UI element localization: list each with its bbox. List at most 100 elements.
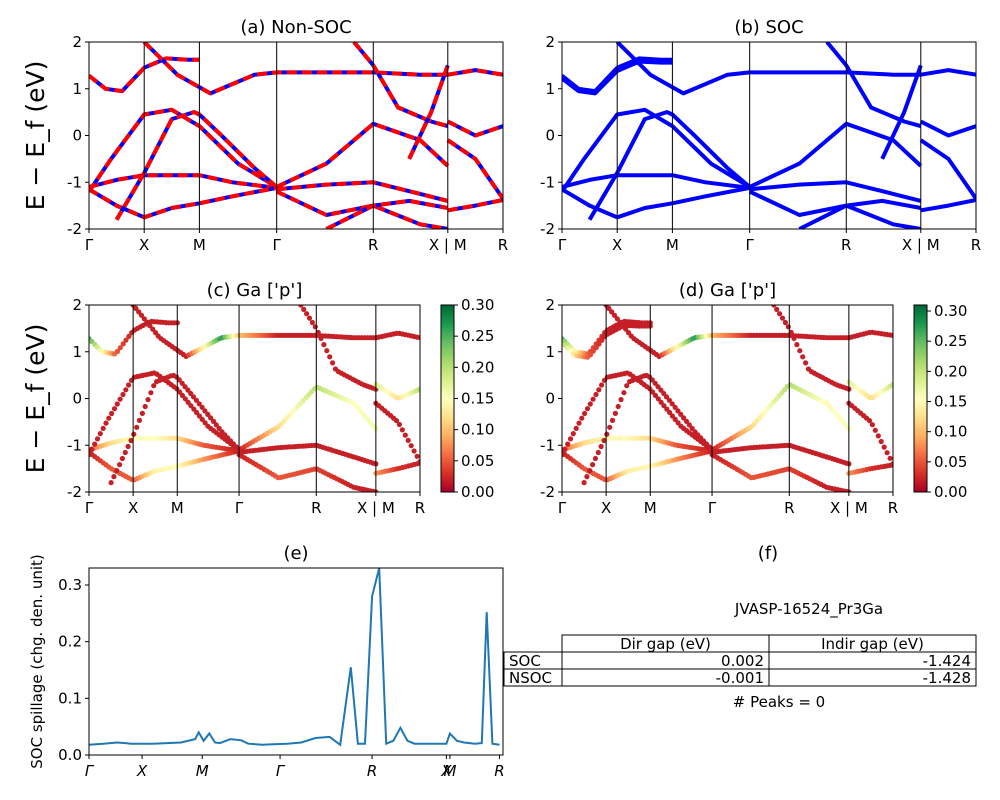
y-tick-label: 2 [545, 33, 555, 51]
projected-point [92, 441, 98, 447]
projected-point [598, 443, 604, 450]
projected-point [327, 354, 333, 360]
projected-point [590, 348, 596, 354]
projected-point [126, 382, 132, 388]
projected-point [176, 377, 182, 383]
projected-point [304, 311, 310, 317]
x-tick-label: M [171, 499, 184, 517]
y-tick-label: 2 [545, 296, 555, 314]
projected-point [145, 397, 151, 403]
projected-point [114, 468, 120, 474]
x-tick-label: X [136, 762, 148, 780]
band-line-5 [142, 42, 448, 96]
projected-point [151, 383, 157, 389]
band-line-nsoc-9 [325, 198, 449, 229]
y-tick-label: 0.1 [58, 689, 82, 707]
projected-point [887, 455, 893, 461]
plot-area [89, 568, 500, 747]
colorbar-tick-label: 0.30 [934, 302, 967, 320]
projected-point [417, 335, 420, 341]
band-line-nsoc-10 [352, 42, 449, 129]
colorbar-tick-label: 0.15 [461, 390, 494, 408]
projected-point [663, 394, 670, 400]
y-tick-label: -2 [540, 220, 555, 238]
panel-b: (b) SOC -2 -1 0 1 2 Γ X M Γ R X | M R [540, 17, 981, 254]
x-tick-label: R [494, 762, 504, 780]
projected-point [301, 306, 307, 312]
projected-point [587, 401, 593, 407]
x-tick-label: Γ [276, 762, 286, 780]
table-column-header: Indir gap (eV) [821, 635, 924, 653]
x-tick-label: X [128, 499, 138, 517]
x-tick-label: M [443, 762, 456, 780]
projected-point [582, 410, 588, 417]
x-tick-label: X | M [429, 236, 467, 254]
projected-point [890, 462, 893, 468]
projected-point [117, 462, 123, 468]
projected-point [581, 480, 587, 486]
projected-point [318, 335, 324, 341]
colorbar-tick-label: 0.00 [461, 483, 494, 501]
projected-point [774, 306, 780, 312]
projected-point [617, 319, 623, 325]
colorbar-tick-label: 0.10 [934, 423, 967, 441]
projected-point [782, 319, 789, 326]
y-tick-label: 0 [545, 390, 555, 408]
x-tick-label: M [666, 236, 679, 254]
x-tick-label: X [601, 499, 611, 517]
band-line-7 [276, 180, 449, 203]
projected-point [655, 384, 661, 390]
band-line-nsoc-14 [447, 198, 503, 213]
colorbar-tick-label: 0.05 [934, 453, 967, 471]
projected-point [890, 332, 893, 338]
projected-point [120, 341, 126, 347]
projected-point [321, 342, 327, 348]
projected-point [869, 422, 876, 428]
table-row-label: NSOC [509, 669, 552, 687]
projected-point [123, 387, 129, 393]
x-tick-label: Γ [558, 499, 567, 517]
projected-point [396, 421, 402, 428]
table-column-header: Dir gap (eV) [620, 635, 711, 653]
colorbar-tick-label: 0.05 [461, 452, 494, 470]
projected-point [678, 411, 684, 417]
band-line-nsoc-13 [446, 138, 503, 200]
plot-area [562, 305, 893, 492]
x-tick-label: Γ [708, 499, 717, 517]
projected-point [148, 390, 154, 396]
projected-point [590, 462, 596, 468]
panel-c: (c) Ga ['p'] -2 -1 0 1 2 Γ X M Γ R X | M R E − E_f (e… [21, 280, 494, 517]
projected-point [652, 392, 659, 398]
colorbar-tick-label: 0.20 [934, 362, 967, 380]
projected-point [199, 404, 205, 410]
projected-point [866, 418, 873, 424]
projected-point [567, 436, 574, 442]
x-tick-label: Γ [85, 499, 94, 517]
y-tick-label: 1 [72, 343, 82, 361]
projected-point [202, 408, 208, 414]
x-tick-label: R [368, 236, 378, 254]
projected-point [570, 431, 576, 437]
projected-point [649, 377, 655, 383]
band-line-10 [798, 198, 922, 229]
projected-point [590, 396, 596, 402]
projected-point [681, 415, 687, 421]
y-tick-label: 2 [72, 296, 82, 314]
projected-point [182, 396, 188, 402]
band-line-12 [880, 64, 923, 160]
projected-point [875, 433, 881, 439]
band-line-2 [562, 173, 750, 190]
projected-point [315, 329, 321, 335]
x-tick-label: M [644, 499, 657, 517]
projected-point [596, 387, 602, 393]
x-tick-label: Γ [85, 762, 95, 780]
x-tick-label: X [440, 762, 452, 780]
x-tick-label: Γ [235, 499, 244, 517]
projected-point [182, 384, 188, 390]
projected-point [114, 401, 120, 407]
band-line-nsoc-3 [89, 107, 278, 193]
x-tick-label: M [193, 236, 206, 254]
x-tick-label: M [196, 762, 209, 780]
projected-point [803, 360, 809, 366]
